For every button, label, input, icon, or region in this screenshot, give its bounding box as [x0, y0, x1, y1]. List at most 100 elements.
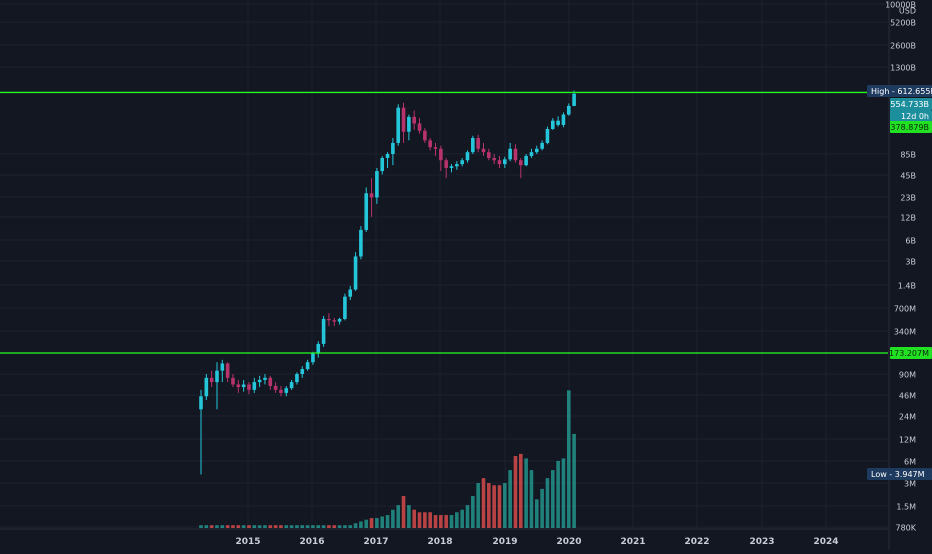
- volume-bar: [497, 485, 502, 528]
- volume-bar: [428, 512, 432, 528]
- candle-body: [279, 389, 283, 393]
- volume-bar: [423, 512, 427, 528]
- candle-body: [428, 140, 432, 148]
- volume-bar: [417, 512, 422, 528]
- volume-bar: [289, 525, 294, 528]
- volume-bar: [199, 525, 203, 528]
- y-tick-label: 24M: [899, 413, 916, 422]
- candle-body: [247, 384, 251, 390]
- volume-bar: [401, 495, 406, 528]
- y-tick-label: 1.5M: [896, 503, 916, 512]
- volume-bar: [268, 525, 273, 528]
- price-badge-label: 173.207M: [889, 349, 929, 358]
- volume-bar: [284, 525, 289, 528]
- volume-bar: [247, 525, 251, 528]
- candle-body: [289, 382, 294, 389]
- candle-body: [231, 377, 235, 385]
- volume-bar: [519, 453, 523, 528]
- volume-bar: [561, 458, 566, 528]
- volume-bar: [295, 525, 299, 528]
- candle-body: [295, 374, 299, 383]
- volume-bar: [380, 516, 385, 528]
- y-tick-label: 12B: [900, 214, 916, 223]
- y-tick-label: 46M: [899, 392, 916, 401]
- candle-body: [337, 318, 342, 322]
- volume-bar: [257, 525, 262, 528]
- volume-bar: [412, 509, 416, 528]
- y-tick-label: 10000B: [885, 1, 916, 10]
- y-tick-label: 6B: [905, 237, 916, 246]
- candle-body: [556, 120, 560, 125]
- volume-bar: [348, 525, 353, 528]
- candle-body: [455, 164, 459, 167]
- volume-bar: [572, 433, 576, 528]
- price-badge: [890, 347, 932, 359]
- candle-body: [481, 148, 486, 153]
- candle-body: [220, 363, 225, 371]
- x-tick-label: 2022: [684, 537, 709, 547]
- volume-bar: [241, 525, 246, 528]
- x-axis[interactable]: 2015 2016 2017 2018 2019 2020 2021 2022 2023 2024: [235, 537, 838, 547]
- volume-bar: [279, 525, 283, 528]
- y-tick-label: 780K: [895, 524, 916, 533]
- volume-bar: [225, 525, 230, 528]
- candle-body: [353, 256, 358, 290]
- y-tick-label: 85B: [900, 151, 916, 160]
- y-tick-label: 90M: [899, 371, 916, 380]
- candle-body: [204, 377, 209, 397]
- volume-bar: [359, 521, 363, 528]
- volume-bar: [529, 470, 534, 528]
- candle-body: [439, 148, 443, 161]
- volume-bar: [332, 525, 337, 528]
- volume-bar: [209, 525, 214, 528]
- x-tick-label: 2024: [813, 537, 838, 547]
- y-tick-label: 3M: [904, 480, 916, 489]
- y-tick-label: 1300B: [890, 64, 916, 73]
- volume-bar: [492, 485, 496, 528]
- candle-body: [375, 171, 379, 198]
- candle-body: [316, 343, 321, 354]
- candle-body: [236, 384, 241, 388]
- candle-body: [561, 114, 566, 125]
- candle-body: [209, 377, 214, 383]
- y-tick-label: 340M: [894, 328, 916, 337]
- price-badge-label: 12d 0h: [901, 112, 929, 121]
- candle-body: [391, 142, 395, 154]
- x-tick-label: 2016: [299, 537, 324, 547]
- volume-bar: [385, 515, 390, 528]
- candle-body: [513, 148, 518, 161]
- price-badge-label: 378.879B: [890, 123, 929, 132]
- x-tick-label: 2019: [492, 537, 517, 547]
- price-candles: [199, 90, 576, 475]
- volume-bar: [481, 478, 486, 528]
- horizontal-lines[interactable]: [0, 91, 888, 354]
- volume-bar: [343, 525, 347, 528]
- candle-body: [343, 296, 347, 319]
- volume-bar: [316, 525, 321, 528]
- candle-body: [492, 158, 496, 161]
- x-tick-label: 2015: [235, 537, 260, 547]
- volume-bar: [556, 460, 560, 528]
- volume-bar: [433, 515, 438, 528]
- candle-body: [199, 396, 203, 410]
- volume-bar: [550, 470, 555, 528]
- y-tick-label: 1.4B: [898, 282, 916, 291]
- volume-bar: [220, 525, 225, 528]
- price-badge: [890, 110, 932, 122]
- candle-body: [321, 318, 326, 344]
- volume-bar: [439, 515, 443, 528]
- volume-bar: [204, 525, 209, 528]
- candle-body: [476, 137, 480, 149]
- volume-bar: [540, 488, 544, 528]
- candle-body: [407, 116, 411, 132]
- candle-body: [311, 353, 315, 363]
- volume-bar: [236, 525, 241, 528]
- candle-body: [369, 193, 374, 198]
- price-badge-label: Low - 3.947M: [871, 470, 925, 479]
- candle-body: [348, 289, 353, 297]
- volume-bar: [444, 515, 448, 528]
- x-tick-label: 2021: [620, 537, 645, 547]
- y-axis[interactable]: 10000B 5200B 2600B 1300B 85B 45B 23B 12B 6B 3B 1.4…: [885, 1, 917, 533]
